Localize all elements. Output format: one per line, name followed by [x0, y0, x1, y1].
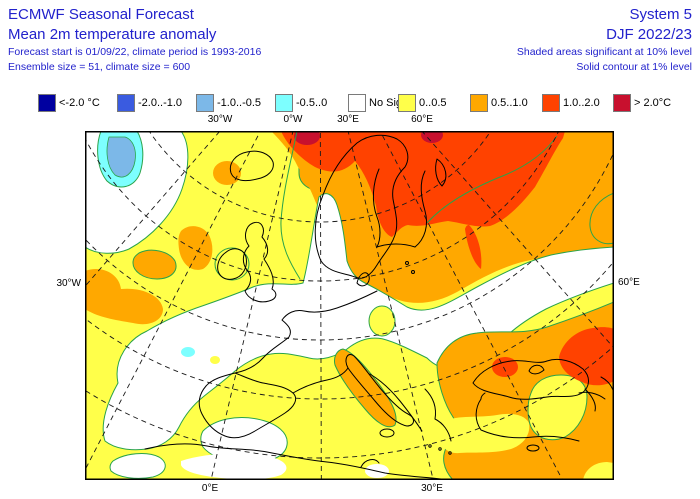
axis-label-top-0w: 0°W: [283, 114, 303, 125]
legend-item: 0.5..1.0: [470, 94, 528, 112]
axis-label-bottom-0e: 0°E: [201, 483, 219, 494]
legend-item: > 2.0°C: [613, 94, 671, 112]
map-border: [85, 131, 614, 480]
graticule-layer: [85, 131, 614, 480]
legend-label: -1.0..-0.5: [217, 97, 262, 109]
significance-contours: [214, 131, 614, 281]
legend-item: -0.5..0: [275, 94, 327, 112]
axis-label-left-30w: 30°W: [56, 278, 81, 289]
map-canvas: [85, 131, 614, 480]
legend: <-2.0 °C -2.0..-1.0 -1.0..-0.5 -0.5..0 No Si…: [0, 94, 700, 116]
axis-label-top-30e: 30°E: [337, 114, 359, 125]
legend-label: -0.5..0: [296, 97, 328, 109]
legend-label: > 2.0°C: [634, 97, 672, 109]
legend-label: 1.0..2.0: [563, 97, 600, 109]
legend-swatch: [542, 94, 560, 112]
legend-swatch: [275, 94, 293, 112]
axis-label-right-60e: 60°E: [618, 277, 640, 288]
legend-item: <-2.0 °C: [38, 94, 100, 112]
legend-swatch: [38, 94, 56, 112]
legend-label: -2.0..-1.0: [138, 97, 183, 109]
legend-swatch: [470, 94, 488, 112]
header-left: ECMWF Seasonal Forecast Mean 2m temperat…: [8, 4, 261, 75]
contour-level-text: Solid contour at 1% level: [576, 61, 692, 73]
forecast-start-text: Forecast start is 01/09/22, climate peri…: [8, 46, 262, 58]
legend-item: -2.0..-1.0: [117, 94, 182, 112]
legend-item: 1.0..2.0: [542, 94, 600, 112]
legend-item: -1.0..-0.5: [196, 94, 261, 112]
significance-text: Shaded areas significant at 10% level: [516, 46, 692, 58]
legend-item: 0..0.5: [398, 94, 447, 112]
coastlines-layer: [144, 134, 614, 480]
system-label: System 5: [629, 6, 692, 23]
legend-swatch: [348, 94, 366, 112]
legend-swatch: [613, 94, 631, 112]
legend-swatch: [117, 94, 135, 112]
page-title: ECMWF Seasonal Forecast: [8, 6, 194, 23]
axis-label-top-60e: 60°E: [411, 114, 433, 125]
axis-label-top-30w: 30°W: [207, 114, 233, 125]
legend-label: 0.5..1.0: [491, 97, 528, 109]
legend-label: <-2.0 °C: [59, 97, 100, 109]
season-label: DJF 2022/23: [606, 26, 692, 43]
legend-swatch: [196, 94, 214, 112]
anomaly-shading: [85, 131, 614, 480]
axis-label-bottom-30e: 30°E: [421, 483, 443, 494]
forecast-map: [85, 131, 614, 480]
header-right: System 5 DJF 2022/23 Shaded areas signif…: [517, 4, 692, 75]
page-subtitle: Mean 2m temperature anomaly: [8, 26, 217, 43]
ensemble-size-text: Ensemble size = 51, climate size = 600: [8, 61, 191, 73]
legend-swatch: [398, 94, 416, 112]
legend-label: 0..0.5: [419, 97, 447, 109]
